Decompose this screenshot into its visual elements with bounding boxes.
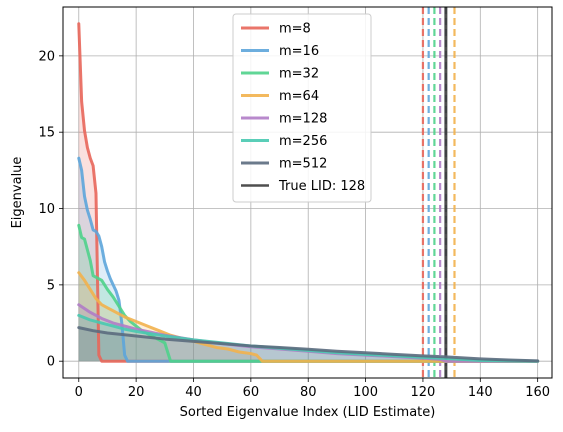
legend-label: m=256 <box>279 134 327 149</box>
series-fill-m=512 <box>78 327 538 362</box>
y-tick-label: 10 <box>38 202 55 217</box>
series-fill-m=128 <box>78 304 538 362</box>
series-line-m=16 <box>77 156 540 363</box>
legend-label: m=8 <box>279 22 311 37</box>
x-tick-label: 40 <box>185 385 202 400</box>
y-axis-ticks: 0 5 10 15 20 <box>38 49 63 370</box>
legend-label: m=512 <box>279 157 327 172</box>
legend-label: m=128 <box>279 112 327 127</box>
legend-box <box>232 13 372 203</box>
x-tick-label: 140 <box>468 385 493 400</box>
x-axis-label: Sorted Eigenvalue Index (LID Estimate) <box>180 405 436 420</box>
x-tick-label: 120 <box>411 385 436 400</box>
series-fill-m=256 <box>78 315 538 362</box>
legend-label: m=32 <box>279 67 319 82</box>
legend-label: True LID: 128 <box>278 179 365 194</box>
legend-label: m=16 <box>279 44 319 59</box>
y-tick-label: 15 <box>38 126 55 141</box>
lid-estimate-lines <box>421 7 456 378</box>
x-tick-label: 100 <box>353 385 378 400</box>
y-axis-label: Eigenvalue <box>10 157 25 229</box>
x-tick-label: 0 <box>75 385 83 400</box>
y-tick-label: 0 <box>47 355 55 370</box>
x-axis-ticks: 0 20 40 60 80 100 120 140 160 <box>75 378 550 400</box>
x-tick-label: 60 <box>243 385 260 400</box>
series-lines <box>77 22 540 363</box>
series-line-m=512 <box>77 326 540 363</box>
legend-label: m=64 <box>279 89 319 104</box>
x-tick-label: 20 <box>128 385 145 400</box>
y-tick-label: 20 <box>38 49 55 64</box>
plot-frame <box>62 6 553 379</box>
x-tick-label: 80 <box>300 385 317 400</box>
legend: m=8 m=16 m=32 m=64 m=128 m=256 m=512 True LID: … <box>232 13 372 203</box>
x-tick-label: 160 <box>525 385 550 400</box>
y-tick-label: 5 <box>47 278 55 293</box>
series-line-m=8 <box>77 22 540 363</box>
